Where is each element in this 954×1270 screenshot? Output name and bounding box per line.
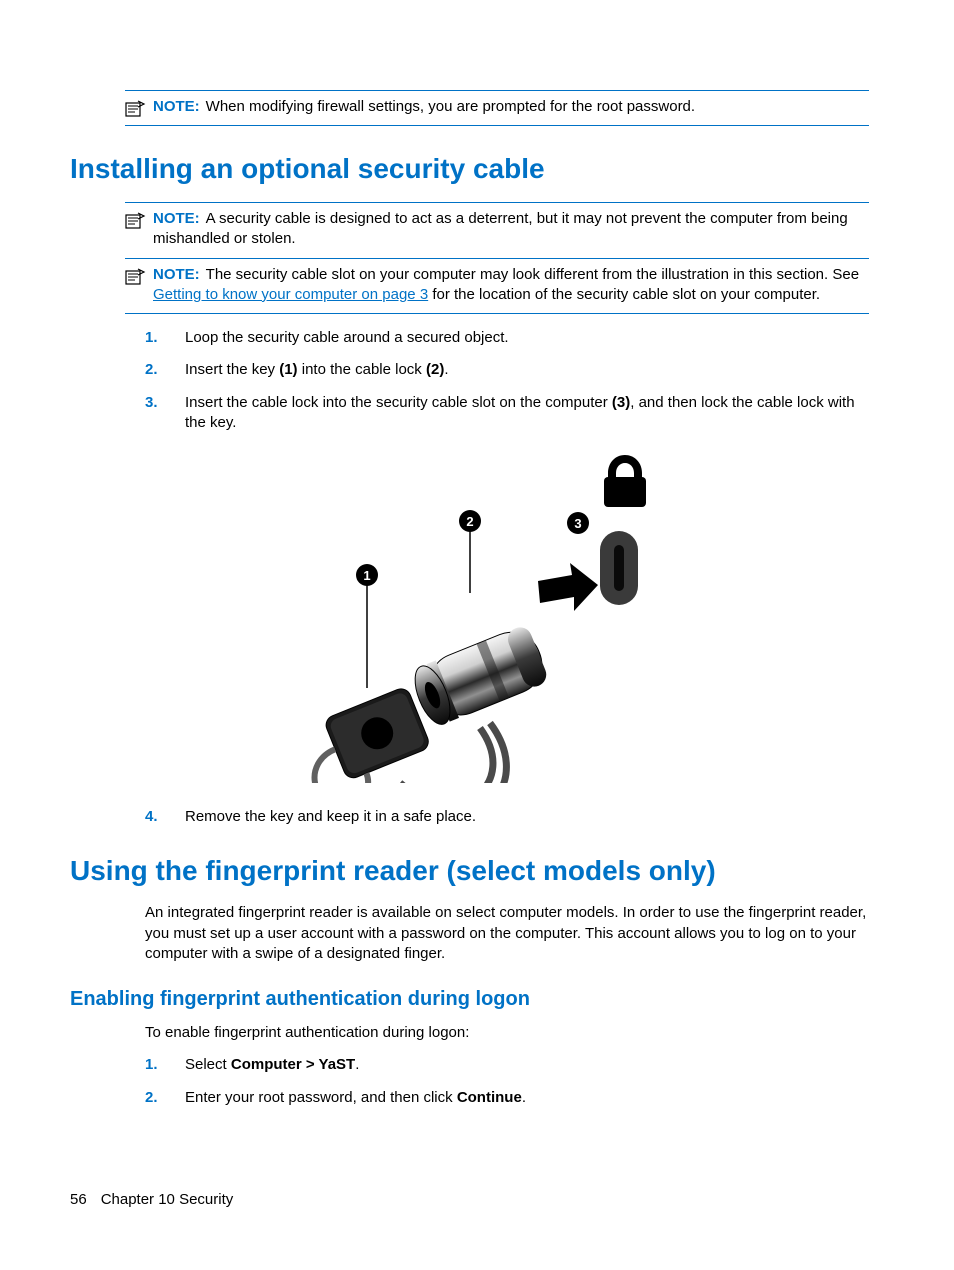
step-bold: (3) (612, 394, 630, 411)
note-text: A security cable is designed to act as a… (153, 210, 848, 247)
steps-fingerprint: Select Computer > YaST. Enter your root … (145, 1055, 869, 1108)
callout-1: 1 (356, 564, 378, 586)
step-bold: (1) (279, 361, 297, 378)
fingerprint-intro: An integrated fingerprint reader is avai… (145, 903, 869, 964)
step-text: . (522, 1089, 526, 1106)
step-fp-2: Enter your root password, and then click… (145, 1088, 869, 1108)
step-1: Loop the security cable around a secured… (145, 328, 869, 348)
step-bold: (2) (426, 361, 444, 378)
step-text: Insert the cable lock into the security … (185, 394, 612, 411)
svg-text:3: 3 (574, 516, 581, 531)
heading-fingerprint: Using the fingerprint reader (select mod… (70, 852, 869, 890)
step-text: Insert the key (185, 361, 279, 378)
step-text: Enter your root password, and then click (185, 1089, 457, 1106)
step-bold: Computer > YaST (231, 1056, 355, 1073)
callout-3: 3 (567, 512, 589, 534)
note-label: NOTE: (153, 266, 200, 283)
svg-text:1: 1 (363, 568, 370, 583)
note-icon (125, 211, 147, 229)
fp-enable-p: To enable fingerprint authentication dur… (145, 1023, 869, 1043)
note-firewall: NOTE: When modifying firewall settings, y… (125, 90, 869, 126)
step-text: Select (185, 1056, 231, 1073)
callout-2: 2 (459, 510, 481, 532)
note-pre: The security cable slot on your computer… (206, 266, 859, 283)
figure-cable-lock: 1 2 3 (70, 453, 869, 789)
note-text: When modifying firewall settings, you ar… (206, 98, 695, 115)
step-text: into the cable lock (298, 361, 426, 378)
note-post: for the location of the security cable s… (428, 286, 820, 303)
note-deterrent: NOTE:A security cable is designed to act… (125, 202, 869, 259)
note-label: NOTE: (153, 98, 200, 115)
page-number: 56 (70, 1191, 87, 1208)
link-getting-to-know[interactable]: Getting to know your computer on page 3 (153, 286, 428, 303)
step-text: . (444, 361, 448, 378)
page-footer: 56 Chapter 10 Security (70, 1190, 233, 1210)
steps-cable-cont: Remove the key and keep it in a safe pla… (145, 807, 869, 827)
heading-enable-fp: Enabling fingerprint authentication duri… (70, 986, 869, 1013)
note-icon (125, 99, 147, 117)
chapter-label: Chapter 10 Security (101, 1191, 234, 1208)
step-text: Remove the key and keep it in a safe pla… (185, 808, 476, 825)
step-fp-1: Select Computer > YaST. (145, 1055, 869, 1075)
heading-installing-cable: Installing an optional security cable (70, 150, 869, 188)
svg-text:2: 2 (466, 514, 473, 529)
note-label: NOTE: (153, 210, 200, 227)
step-2: Insert the key (1) into the cable lock (… (145, 360, 869, 380)
step-text: Loop the security cable around a secured… (185, 329, 509, 346)
step-4: Remove the key and keep it in a safe pla… (145, 807, 869, 827)
step-text: . (355, 1056, 359, 1073)
steps-cable: Loop the security cable around a secured… (145, 328, 869, 433)
note-slot-location: NOTE: The security cable slot on your com… (125, 259, 869, 315)
step-3: Insert the cable lock into the security … (145, 393, 869, 434)
step-bold: Continue (457, 1089, 522, 1106)
note-icon (125, 267, 147, 285)
